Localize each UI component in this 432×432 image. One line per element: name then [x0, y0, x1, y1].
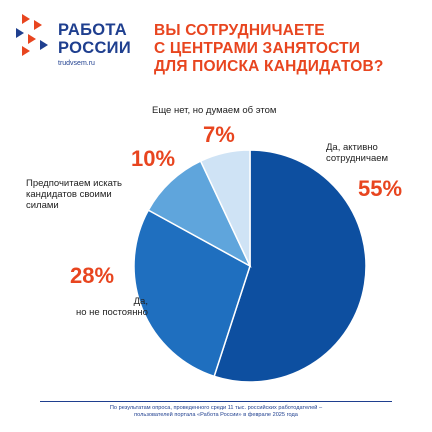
logo-text-line2: РОССИИ [58, 39, 131, 57]
title-line-2: С ЦЕНТРАМИ ЗАНЯТОСТИ [154, 40, 361, 57]
slice-value-0: 55% [358, 176, 403, 201]
footer-divider [40, 401, 392, 402]
pie-slice-2 [147, 160, 252, 268]
slice-value-2: 10% [131, 146, 176, 171]
pie-slice-0 [213, 149, 367, 383]
slice-label-0: Да, активно сотрудничаем [326, 142, 389, 164]
pie-slice-1 [133, 209, 251, 378]
logo: РАБОТА РОССИИ trudvsem.ru [14, 12, 154, 72]
slice-label-2: Предпочитаем искать кандидатов своими си… [26, 178, 122, 211]
pie-slice-3 [199, 149, 251, 267]
footer-note: По результатам опроса, проведенного сред… [109, 405, 323, 418]
title-line-1: ВЫ СОТРУДНИЧАЕТЕ [154, 22, 325, 39]
slice-label-1: Да, но не постоянно [76, 296, 148, 318]
page-title: ВЫ СОТРУДНИЧАЕТЕ С ЦЕНТРАМИ ЗАНЯТОСТИ ДЛ… [154, 22, 424, 76]
slice-value-1: 28% [70, 263, 115, 288]
logo-arrows-icon [16, 14, 48, 56]
title-line-3: ДЛЯ ПОИСКА КАНДИДАТОВ? [154, 58, 384, 75]
slice-label-3: Еще нет, но думаем об этом [152, 105, 277, 116]
logo-url: trudvsem.ru [58, 60, 95, 67]
logo-text-line1: РАБОТА [58, 21, 127, 39]
slice-value-3: 7% [203, 122, 235, 147]
